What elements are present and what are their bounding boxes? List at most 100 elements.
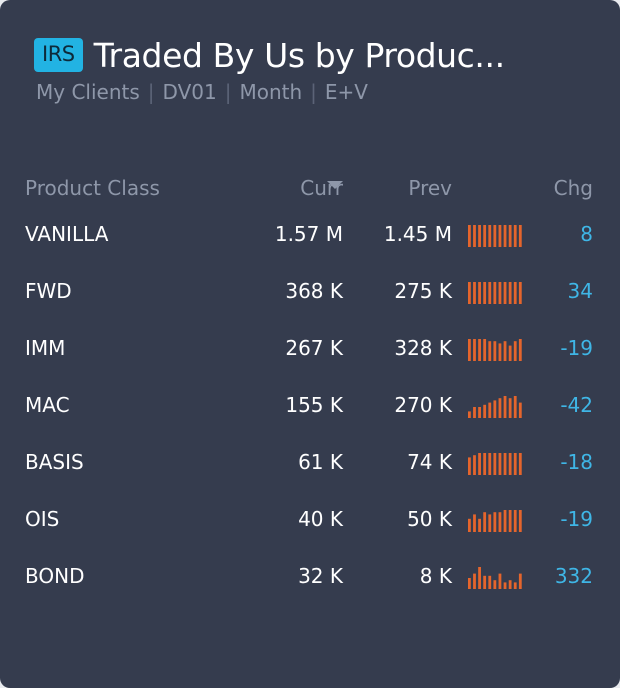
sparkline-bar (478, 339, 481, 361)
sparkline-bar (503, 225, 507, 247)
table-row[interactable]: VANILLA 1.57 M 1.45 M 8 (0, 210, 620, 267)
filter-separator: | (147, 80, 155, 104)
sparkline-bar (483, 575, 487, 589)
sparkline-bar (468, 339, 471, 361)
sparkline-bar (483, 339, 487, 361)
sparkline-bar (473, 225, 476, 247)
sparkline-bar (513, 396, 517, 418)
sparkline-bar (478, 407, 481, 418)
sparkline-chart (468, 282, 522, 304)
row-prev-value: 270 K (394, 393, 452, 417)
sparkline-bar (488, 402, 492, 418)
sparkline-bar (493, 282, 497, 304)
sparkline-bar (468, 411, 471, 418)
sparkline-bar (503, 341, 507, 361)
sparkline-bar (493, 225, 497, 247)
row-product-class: FWD (25, 279, 72, 303)
sparkline-chart (468, 453, 522, 475)
sparkline-bar (483, 282, 487, 304)
sparkline-bar (488, 341, 492, 361)
sparkline-bar (498, 512, 502, 532)
sparkline-bar (468, 457, 471, 475)
row-chg-value: -19 (560, 507, 593, 531)
row-chg-value: 8 (580, 222, 593, 246)
sparkline-bar (473, 339, 476, 361)
sparkline-bar (503, 453, 507, 475)
table-row[interactable]: IMM 267 K 328 K -19 (0, 324, 620, 381)
filter-period[interactable]: Month (239, 80, 303, 104)
row-prev-value: 8 K (419, 564, 452, 588)
sparkline-bar (508, 580, 512, 589)
row-chg-value: -18 (560, 450, 593, 474)
table-row[interactable]: MAC 155 K 270 K -42 (0, 381, 620, 438)
sparkline-bar (488, 282, 492, 304)
sparkline-bar (513, 582, 517, 589)
sparkline-bar (513, 341, 517, 361)
row-curr-value: 368 K (285, 279, 343, 303)
row-chg-value: -19 (560, 336, 593, 360)
filter-type[interactable]: E+V (324, 80, 368, 104)
product-table: Product Class Curr Prev Chg VANILLA 1.57 … (0, 170, 620, 609)
widget-title[interactable]: Traded By Us by Produc... (93, 35, 505, 75)
table-row[interactable]: BOND 32 K 8 K 332 (0, 552, 620, 609)
row-curr-value: 155 K (285, 393, 343, 417)
sparkline-bar (508, 345, 512, 361)
sparkline-bar (488, 453, 492, 475)
filter-clients[interactable]: My Clients (36, 80, 140, 104)
sparkline-bar (518, 225, 522, 247)
sparkline-bar (468, 225, 471, 247)
sparkline-bar (478, 567, 481, 589)
row-curr-value: 40 K (298, 507, 343, 531)
sparkline-bar (503, 582, 507, 589)
table-body: VANILLA 1.57 M 1.45 M 8 FWD 368 K 275 K 34 IMM 26… (0, 210, 620, 609)
column-header-prev[interactable]: Prev (408, 176, 452, 200)
sparkline-bar (468, 578, 471, 589)
sparkline-bar (473, 573, 476, 589)
filter-breadcrumb: My Clients | DV01 | Month | E+V (36, 80, 368, 104)
sparkline-bar (488, 514, 492, 532)
sparkline-bar (493, 453, 497, 475)
sparkline-bar (473, 514, 476, 532)
sparkline-bar (498, 453, 502, 475)
row-product-class: OIS (25, 507, 60, 531)
sparkline-bar (513, 225, 517, 247)
filter-measure[interactable]: DV01 (162, 80, 217, 104)
column-header-product-class[interactable]: Product Class (25, 176, 160, 200)
sort-descending-icon[interactable] (327, 181, 343, 189)
sparkline-bar (483, 512, 487, 532)
row-chg-value: 34 (567, 279, 593, 303)
sparkline-bar (518, 510, 522, 532)
row-prev-value: 74 K (407, 450, 452, 474)
sparkline-bar (513, 282, 517, 304)
row-curr-value: 32 K (298, 564, 343, 588)
sparkline-bar (473, 282, 476, 304)
asset-class-badge[interactable]: IRS (34, 38, 83, 72)
sparkline-bar (483, 225, 487, 247)
sparkline-bar (498, 398, 502, 418)
sparkline-chart (468, 567, 522, 589)
column-header-chg[interactable]: Chg (553, 176, 593, 200)
sparkline-bar (518, 282, 522, 304)
sparkline-bar (508, 282, 512, 304)
filter-separator: | (224, 80, 232, 104)
sparkline-bar (483, 404, 487, 418)
sparkline-bar (508, 510, 512, 532)
sparkline-bar (478, 518, 481, 532)
row-prev-value: 275 K (394, 279, 452, 303)
sparkline-chart (468, 339, 522, 361)
row-prev-value: 1.45 M (383, 222, 452, 246)
filter-separator: | (310, 80, 317, 104)
row-chg-value: 332 (554, 564, 593, 588)
sparkline-bar (508, 398, 512, 418)
sparkline-bar (508, 453, 512, 475)
table-row[interactable]: OIS 40 K 50 K -19 (0, 495, 620, 552)
sparkline-bar (513, 453, 517, 475)
table-row[interactable]: BASIS 61 K 74 K -18 (0, 438, 620, 495)
sparkline-chart (468, 225, 522, 247)
sparkline-chart (468, 510, 522, 532)
row-product-class: BASIS (25, 450, 84, 474)
table-row[interactable]: FWD 368 K 275 K 34 (0, 267, 620, 324)
sparkline-bar (478, 282, 481, 304)
row-curr-value: 61 K (298, 450, 343, 474)
